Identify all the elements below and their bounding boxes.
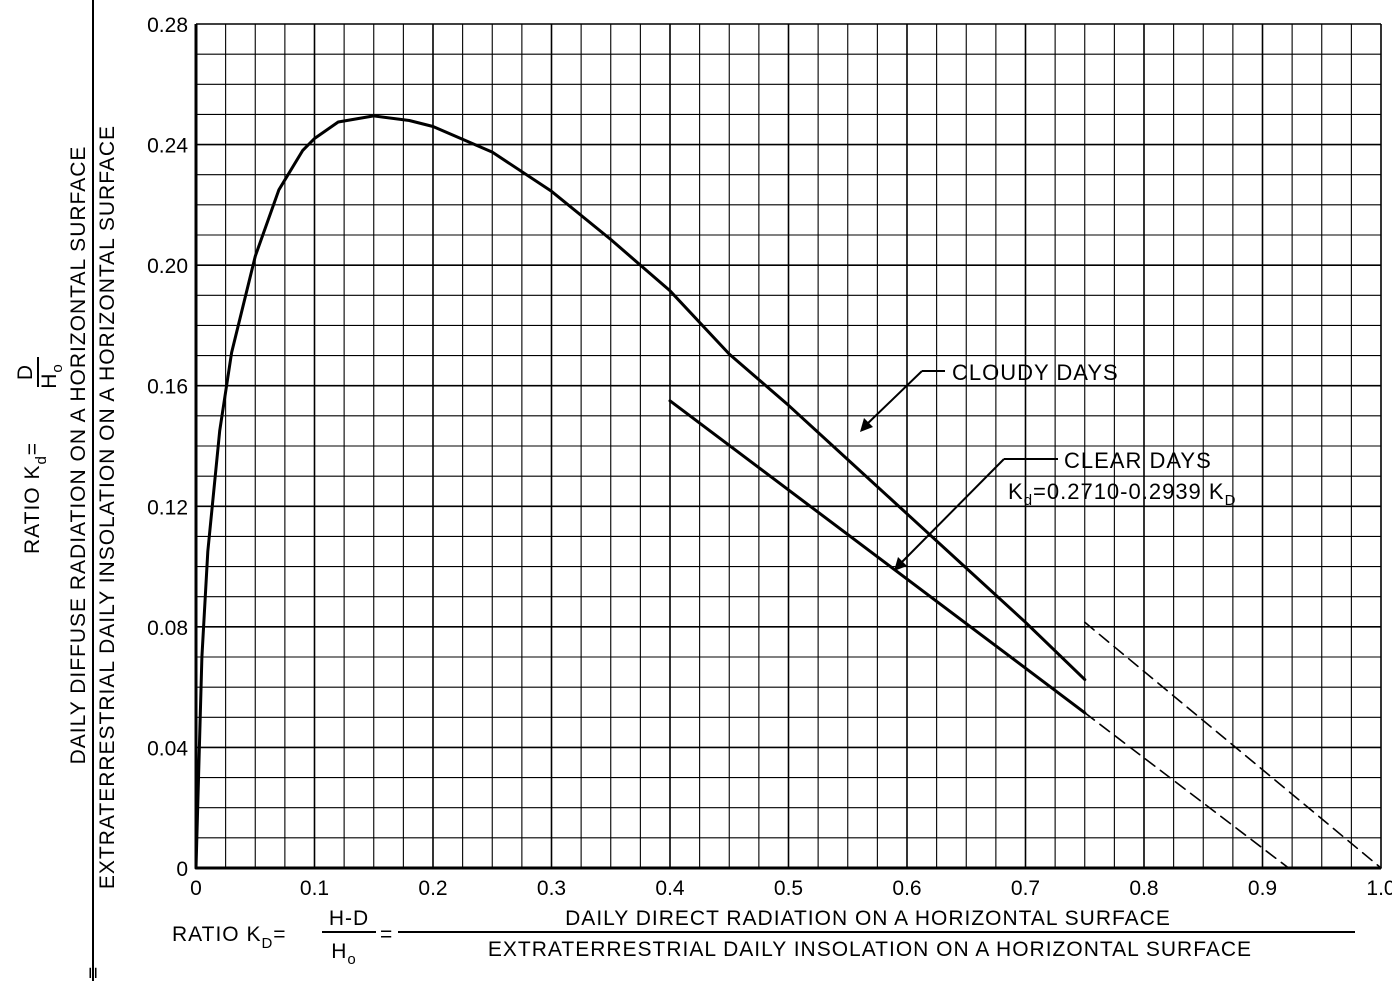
grid — [194, 23, 1382, 870]
y-label-equals-2: = — [82, 966, 105, 979]
x-tick-label: 0.3 — [537, 877, 566, 900]
y-tick-label: 0.20 — [147, 255, 188, 278]
y-tick-label: 0.08 — [147, 617, 188, 640]
cloudy-leader-line — [864, 370, 923, 427]
cloudy-arrowhead — [860, 418, 873, 432]
clear-formula: Kd=0.2710-0.2939 KD — [1008, 479, 1236, 509]
clear-arrowhead — [894, 557, 907, 571]
tick-labels: 0 0.1 0.2 0.3 0.4 0.5 0.6 0.7 0.8 0.9 1.0 0 0.04 0.08… — [147, 14, 1392, 900]
x-tick-label: 0.7 — [1011, 877, 1040, 900]
clear-annotation: CLEAR DAYS Kd=0.2710-0.2939 KD — [894, 448, 1236, 571]
x-label-ratio: RATIO K — [172, 923, 261, 946]
x-tick-label: 0.4 — [655, 877, 685, 900]
x-label-equals: = — [273, 923, 286, 946]
x-tick-label: 0.1 — [300, 877, 329, 900]
formula-body: =0.2710-0.2939 K — [1033, 479, 1225, 504]
y-frac-den-sub: o — [49, 363, 66, 372]
x-label-sub: D — [261, 935, 273, 952]
series-line-cloudy-extrapolated — [1084, 621, 1382, 869]
y-frac-numerator: D — [14, 364, 37, 380]
x-label-prefix: RATIO KD= — [172, 923, 287, 952]
y-tick-label: 0 — [176, 858, 188, 881]
clear-label: CLEAR DAYS — [1064, 448, 1212, 473]
y-label-prefix: RATIO Kd= — [21, 442, 50, 554]
x-frac-den-sub: o — [347, 951, 356, 968]
clear-leader-line — [898, 458, 1005, 566]
formula-k-sub: d — [1024, 492, 1033, 509]
x-frac-numerator: H-D — [329, 907, 369, 930]
cloudy-label: CLOUDY DAYS — [952, 360, 1119, 385]
cloudy-annotation: CLOUDY DAYS — [860, 360, 1119, 432]
y-label-numerator: DAILY DIFFUSE RADIATION ON A HORIZONTAL … — [67, 146, 90, 765]
y-tick-label: 0.16 — [147, 376, 188, 399]
x-label-equals-2: = — [380, 923, 393, 946]
x-label-numerator: DAILY DIRECT RADIATION ON A HORIZONTAL S… — [565, 907, 1171, 930]
x-frac-denominator: Ho — [331, 940, 357, 968]
x-tick-label: 0.6 — [892, 877, 921, 900]
y-tick-label: 0.28 — [147, 14, 188, 37]
series-layer — [194, 114, 1382, 870]
y-label-ratio: RATIO K — [21, 465, 44, 554]
x-tick-label: 0.2 — [418, 877, 447, 900]
y-label-denominator: EXTRATERRESTRIAL DAILY INSOLATION ON A H… — [96, 125, 119, 889]
y-tick-label: 0.12 — [147, 496, 188, 519]
x-tick-label: 0 — [190, 877, 202, 900]
series-line-clear-extrapolated — [1084, 712, 1290, 869]
formula-end-sub: D — [1225, 492, 1237, 509]
x-tick-label: 0.9 — [1248, 877, 1277, 900]
y-frac-den-h: H — [38, 373, 61, 389]
x-tick-label: 1.0 — [1366, 877, 1392, 900]
y-frac-denominator: Ho — [38, 363, 66, 389]
y-axis-label: RATIO Kd= D Ho DAILY DIFFUSE RADIATION O… — [14, 0, 119, 981]
series-line-clear — [668, 399, 1087, 715]
y-tick-label: 0.24 — [147, 135, 188, 158]
x-axis-label: RATIO KD= H-D Ho = DAILY DIRECT RADIATIO… — [172, 907, 1355, 968]
y-label-sub: d — [33, 455, 50, 464]
x-label-denominator: EXTRATERRESTRIAL DAILY INSOLATION ON A H… — [488, 938, 1252, 961]
x-tick-label: 0.5 — [774, 877, 803, 900]
x-frac-den-h: H — [331, 940, 347, 963]
series-line-cloudy — [194, 114, 1087, 870]
y-label-equals: = — [21, 442, 44, 455]
formula-k: K — [1008, 479, 1024, 504]
y-tick-label: 0.04 — [147, 737, 188, 760]
x-tick-label: 0.8 — [1129, 877, 1158, 900]
